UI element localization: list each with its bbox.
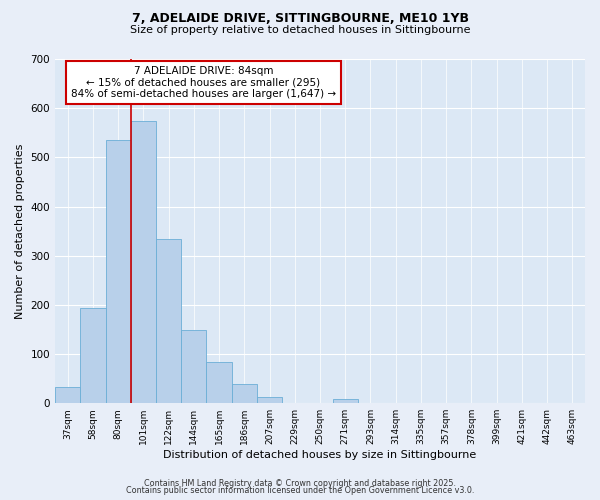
Bar <box>55 388 80 403</box>
Bar <box>181 330 206 403</box>
Bar <box>80 308 106 403</box>
Text: Contains HM Land Registry data © Crown copyright and database right 2025.: Contains HM Land Registry data © Crown c… <box>144 478 456 488</box>
Text: 7, ADELAIDE DRIVE, SITTINGBOURNE, ME10 1YB: 7, ADELAIDE DRIVE, SITTINGBOURNE, ME10 1… <box>131 12 469 26</box>
Bar <box>156 240 181 403</box>
X-axis label: Distribution of detached houses by size in Sittingbourne: Distribution of detached houses by size … <box>163 450 476 460</box>
Bar <box>206 362 232 403</box>
Text: Size of property relative to detached houses in Sittingbourne: Size of property relative to detached ho… <box>130 25 470 35</box>
Text: Contains public sector information licensed under the Open Government Licence v3: Contains public sector information licen… <box>126 486 474 495</box>
Bar <box>131 121 156 403</box>
Bar <box>257 397 282 403</box>
Bar <box>106 140 131 403</box>
Bar <box>332 400 358 403</box>
Text: 7 ADELAIDE DRIVE: 84sqm
← 15% of detached houses are smaller (295)
84% of semi-d: 7 ADELAIDE DRIVE: 84sqm ← 15% of detache… <box>71 66 336 99</box>
Title: 7, ADELAIDE DRIVE, SITTINGBOURNE, ME10 1YB
Size of property relative to detached: 7, ADELAIDE DRIVE, SITTINGBOURNE, ME10 1… <box>0 499 1 500</box>
Y-axis label: Number of detached properties: Number of detached properties <box>15 144 25 319</box>
Bar <box>232 384 257 403</box>
